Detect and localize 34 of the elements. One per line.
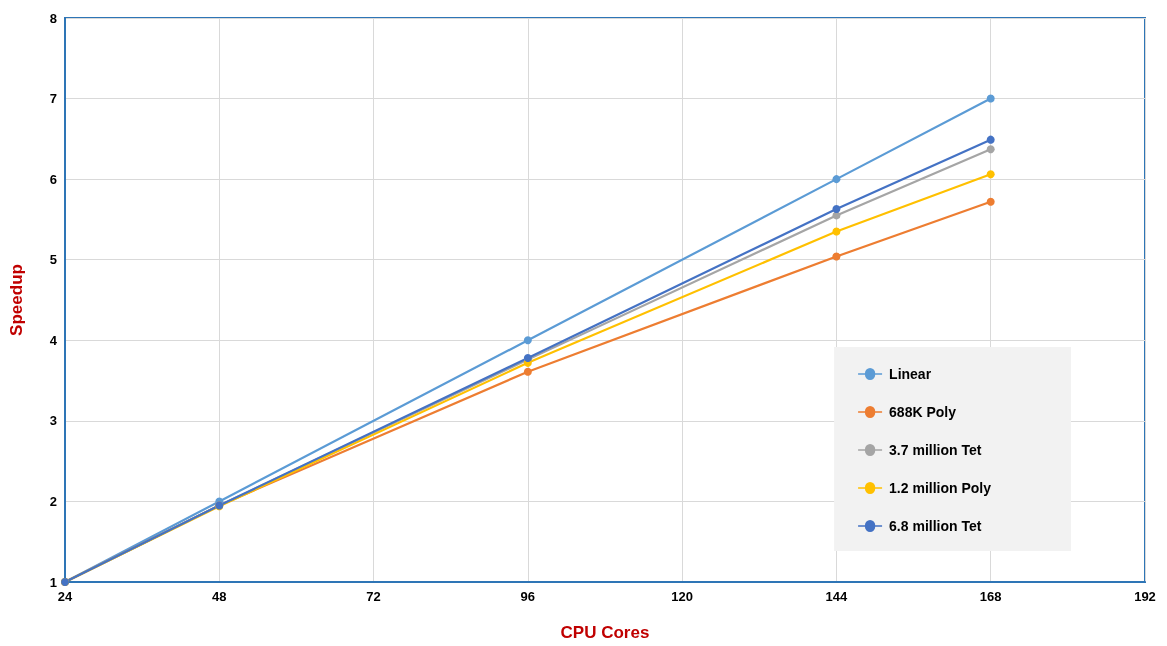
y-tick-label: 1 (49, 574, 57, 590)
y-tick-label: 3 (49, 413, 57, 429)
legend-label: 688K Poly (889, 404, 957, 420)
point (523, 336, 532, 345)
point (832, 204, 841, 213)
y-tick-label: 4 (49, 332, 58, 348)
y-tick-label: 5 (49, 252, 57, 268)
x-tick-label: 24 (57, 589, 73, 604)
x-tick-label: 72 (366, 589, 381, 604)
x-tick-label: 96 (520, 589, 536, 604)
point (986, 170, 995, 179)
y-axis-title: Speedup (7, 264, 26, 336)
point (986, 135, 995, 144)
point (986, 145, 995, 154)
point (832, 175, 841, 184)
x-tick-label: 48 (212, 589, 227, 604)
legend-label: 1.2 million Poly (889, 480, 992, 496)
point (986, 197, 995, 206)
point (832, 227, 841, 236)
x-tick-label: 120 (671, 589, 693, 604)
legend-label: 6.8 million Tet (889, 518, 982, 534)
y-tick-label: 6 (49, 171, 57, 187)
x-tick-label: 192 (1134, 589, 1156, 604)
point (832, 252, 841, 261)
x-tick-label: 144 (825, 589, 849, 604)
y-tick-label: 8 (49, 10, 57, 26)
y-tick-label: 7 (49, 91, 57, 107)
legend-label: 3.7 million Tet (889, 442, 982, 458)
x-tick-label: 168 (979, 589, 1002, 604)
point (986, 94, 995, 103)
y-tick-label: 2 (49, 493, 57, 509)
legend-label: Linear (889, 366, 932, 382)
point (523, 367, 532, 376)
x-axis-title: CPU Cores (560, 623, 650, 642)
